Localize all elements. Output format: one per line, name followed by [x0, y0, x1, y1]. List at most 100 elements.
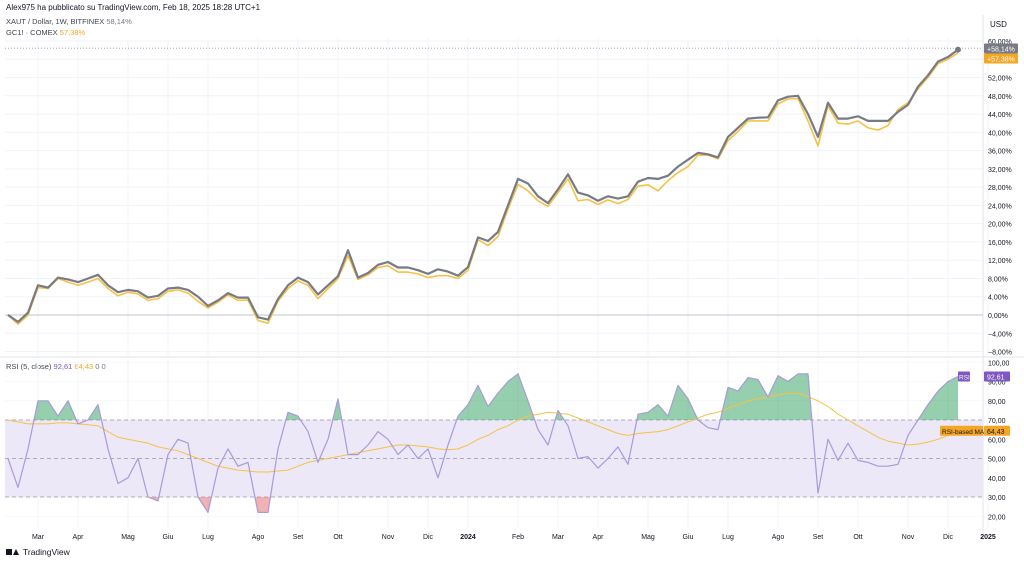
rsi-last-label: 92,61	[987, 374, 1005, 381]
rsi-legend-value: 92,61	[53, 362, 73, 371]
price-tick-label: 20,00%	[988, 222, 1012, 229]
rsi-ma-legend-value: 64,43	[74, 362, 94, 371]
price-tick-label: −4,00%	[988, 331, 1012, 338]
rsi-legend-zero-2: 0	[101, 362, 106, 371]
footer-brand: TradingView	[23, 547, 70, 557]
x-tick-label: 2024	[460, 534, 476, 541]
legend-xaut-value: 58,14%	[106, 17, 132, 26]
rsi-tick-label: 100,00	[988, 360, 1010, 367]
rsi-ma-line[interactable]	[7, 392, 959, 473]
rsi-name-tag-bg	[958, 371, 970, 382]
price-tick-label: 12,00%	[988, 258, 1012, 265]
rsi-overbought-fill	[798, 373, 808, 420]
xaut-last-label: +58,14%	[987, 47, 1015, 54]
x-tick-label: Mag	[121, 534, 135, 541]
x-tick-label: Giu	[683, 534, 694, 541]
tradingview-footer[interactable]: TradingView	[6, 547, 70, 557]
rsi-tick-label: 80,00	[988, 399, 1006, 406]
x-tick-label: Mar	[552, 534, 565, 541]
xaut-last-label-bg	[984, 43, 1018, 54]
rsi-legend: RSI (5, close) 92,61 64,43 0 0	[6, 362, 106, 372]
rsi-oversold-fill	[258, 497, 268, 513]
legend-gc-name: GC1! · COMEX	[6, 28, 58, 37]
price-tick-label: 40,00%	[988, 130, 1012, 137]
rsi-overbought-fill	[658, 404, 668, 420]
rsi-overbought-fill	[948, 376, 958, 420]
rsi-overbought-fill	[498, 381, 508, 420]
rsi-tick-label: 40,00	[988, 476, 1006, 483]
price-tick-label: 8,00%	[988, 276, 1008, 283]
main-legend-line2: GC1! · COMEX 57,38%	[6, 28, 85, 38]
x-tick-label: Lug	[722, 534, 734, 541]
rsi-overbought-fill	[928, 391, 938, 420]
x-tick-label: Apr	[593, 534, 605, 541]
price-tick-label: 32,00%	[988, 167, 1012, 174]
x-tick-label: Giu	[163, 534, 174, 541]
x-tick-label: Lug	[202, 534, 214, 541]
price-tick-label: 44,00%	[988, 112, 1012, 119]
x-tick-label: Nov	[382, 534, 395, 541]
price-tick-label: 36,00%	[988, 149, 1012, 156]
rsi-tick-label: 70,00	[988, 418, 1006, 425]
price-tick-label: 16,00%	[988, 240, 1012, 247]
rsi-tick-label: 50,00	[988, 457, 1006, 464]
rsi-ma-name-tag-bg	[940, 425, 983, 436]
rsi-overbought-fill	[288, 412, 298, 420]
x-tick-label: Ott	[853, 534, 862, 541]
x-tick-label: Feb	[512, 534, 524, 541]
rsi-overbought-fill	[748, 377, 758, 420]
rsi-name-tag: RSI	[959, 374, 970, 381]
x-tick-label: 2025	[980, 534, 996, 541]
price-tick-label: 60,00%	[988, 39, 1012, 46]
rsi-pane[interactable]	[5, 373, 983, 513]
price-tick-label: 0,00%	[988, 313, 1008, 320]
x-tick-label: Ago	[252, 534, 265, 541]
x-tick-label: Set	[293, 534, 304, 541]
rsi-overbought-fill	[488, 393, 498, 420]
rsi-overbought-fill	[38, 400, 48, 420]
rsi-tick-label: 30,00	[988, 495, 1006, 502]
rsi-overbought-fill	[648, 404, 658, 420]
main-legend-line1: XAUT / Dollar, 1W, BITFINEX 58,14%	[6, 17, 132, 27]
axes: 60,00%56,00%52,00%48,00%44,00%40,00%36,0…	[32, 39, 1018, 541]
price-tick-label: −8,00%	[988, 350, 1012, 357]
x-tick-label: Mag	[641, 534, 655, 541]
rsi-ma-last-label: 64,43	[987, 429, 1005, 436]
price-tick-label: 28,00%	[988, 185, 1012, 192]
rsi-line[interactable]	[7, 373, 959, 513]
gc-last-label-bg	[984, 53, 1018, 64]
rsi-overbought-fill	[768, 375, 778, 420]
legend-xaut-name: XAUT / Dollar, 1W, BITFINEX	[6, 17, 105, 26]
rsi-overbought-fill	[778, 375, 788, 420]
gc-series-line[interactable]	[7, 52, 959, 325]
rsi-ma-name-tag: RSI-based MA	[942, 429, 985, 436]
x-tick-label: Ago	[772, 534, 785, 541]
legend-gc-value: 57,38%	[59, 28, 86, 37]
x-tick-label: Dic	[943, 534, 954, 541]
rsi-last-label-bg	[984, 371, 1010, 382]
rsi-tick-label: 90,00	[988, 380, 1006, 387]
xaut-series-line[interactable]	[7, 48, 959, 323]
rsi-overbought-fill	[758, 379, 768, 420]
rsi-tick-label: 20,00	[988, 514, 1006, 521]
rsi-ma-last-label-bg	[984, 425, 1010, 436]
rsi-overbought-fill	[678, 385, 688, 420]
rsi-legend-label: RSI (5, close)	[6, 362, 52, 371]
price-tick-label: 4,00%	[988, 295, 1008, 302]
x-tick-label: Set	[813, 534, 824, 541]
rsi-overbought-fill	[728, 387, 738, 420]
x-tick-label: Mar	[32, 534, 45, 541]
rsi-overbought-fill	[478, 385, 488, 420]
x-tick-label: Apr	[73, 534, 85, 541]
publisher-header: Alex975 ha pubblicato su TradingView.com…	[6, 3, 261, 12]
tradingview-logo-icon	[6, 548, 20, 556]
rsi-overbought-fill	[468, 385, 478, 420]
rsi-overbought-fill	[508, 373, 518, 420]
price-tick-label: 24,00%	[988, 203, 1012, 210]
price-tick-label: 48,00%	[988, 94, 1012, 101]
rsi-tick-label: 60,00	[988, 437, 1006, 444]
price-tick-label: 52,00%	[988, 76, 1012, 83]
price-pane[interactable]	[5, 46, 983, 325]
xaut-last-point[interactable]	[955, 46, 961, 53]
